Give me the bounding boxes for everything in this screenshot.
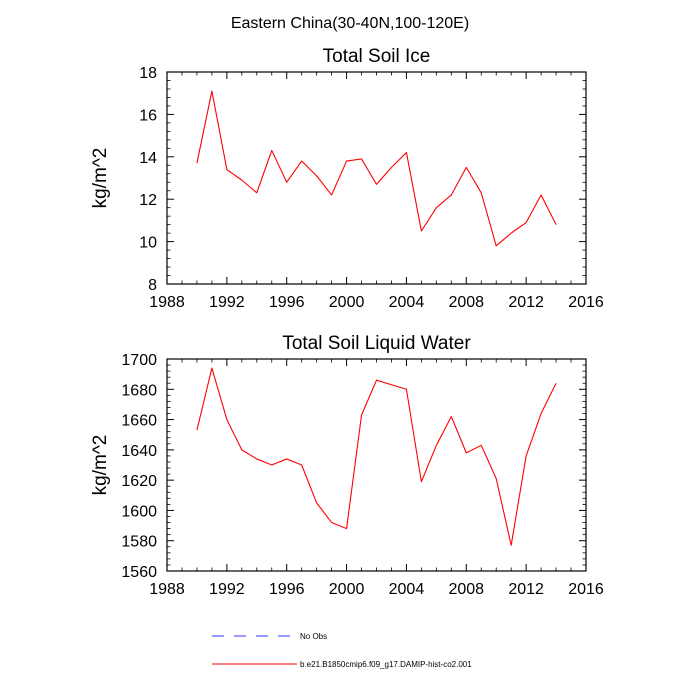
legend-label: b.e21.B1850cmip6.f09_g17.DAMIP-hist-co2.…: [300, 660, 472, 669]
panel-2: Total Soil Liquid Water kg/m^2 1988 1992 199…: [90, 333, 604, 598]
y-tick-label: 1680: [121, 382, 157, 399]
panels: Total Soil Ice kg/m^2 1988 1992 1996 2000 2004…: [90, 46, 604, 598]
x-tick-label: 1996: [269, 294, 305, 311]
y-tick-label: 1580: [121, 534, 157, 551]
y-tick-label: 1600: [121, 503, 157, 520]
figure-suptitle: Eastern China(30-40N,100-120E): [231, 15, 469, 32]
x-tick-label: 2008: [448, 294, 484, 311]
x-tick-label: 1992: [209, 294, 245, 311]
y-tick-label: 12: [139, 192, 157, 209]
legend-label: No Obs: [300, 632, 327, 641]
y-tick-label: 1640: [121, 443, 157, 460]
y-tick-label: 18: [139, 65, 157, 82]
plot-frame: [166, 358, 587, 572]
x-tick-label: 2004: [389, 294, 425, 311]
x-tick-label: 1992: [209, 581, 245, 598]
plot-frame: [166, 71, 587, 285]
x-tick-label: 2012: [508, 294, 544, 311]
x-tick-label: 2016: [568, 294, 604, 311]
y-tick-label: 1560: [121, 564, 157, 581]
y-tick-label: 16: [139, 107, 157, 124]
y-tick-label: 1700: [121, 352, 157, 369]
x-tick-label: 1988: [149, 294, 185, 311]
x-tick-label: 2012: [508, 581, 544, 598]
y-axis-label: kg/m^2: [90, 148, 111, 209]
series-line: [196, 90, 557, 247]
panel-1: Total Soil Ice kg/m^2 1988 1992 1996 2000 2004…: [90, 46, 604, 311]
y-axis-label: kg/m^2: [90, 435, 111, 496]
x-tick-label: 2004: [389, 581, 425, 598]
x-tick-label: 2016: [568, 581, 604, 598]
y-tick-label: 14: [139, 150, 157, 167]
y-tick-label: 10: [139, 235, 157, 252]
x-tick-label: 1988: [149, 581, 185, 598]
x-tick-label: 1996: [269, 581, 305, 598]
legend-item: b.e21.B1850cmip6.f09_g17.DAMIP-hist-co2.…: [212, 660, 472, 669]
legend-item: No Obs: [212, 632, 327, 641]
panel-title: Total Soil Ice: [323, 46, 431, 67]
panel-title: Total Soil Liquid Water: [282, 333, 471, 354]
y-tick-label: 8: [148, 277, 157, 294]
legend: No Obs b.e21.B1850cmip6.f09_g17.DAMIP-his…: [212, 632, 472, 669]
y-tick-label: 1620: [121, 473, 157, 490]
x-tick-label: 2000: [329, 294, 365, 311]
x-tick-label: 2000: [329, 581, 365, 598]
y-tick-label: 1660: [121, 413, 157, 430]
x-tick-label: 2008: [448, 581, 484, 598]
series-line: [196, 367, 557, 546]
